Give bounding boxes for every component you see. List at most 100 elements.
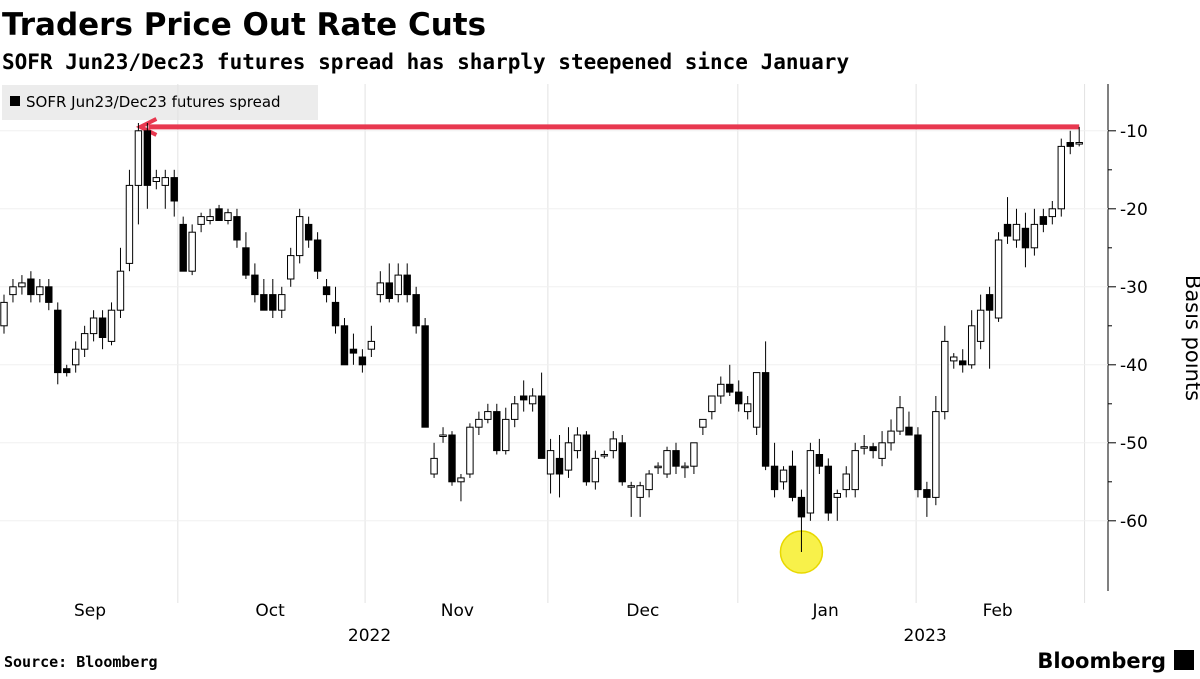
candle-body xyxy=(842,473,850,491)
candle-body xyxy=(98,317,107,338)
candle-body xyxy=(788,465,797,498)
candle-body xyxy=(663,450,671,475)
candle-body xyxy=(331,301,340,327)
y-tick-label: -20 xyxy=(1120,200,1148,220)
candle-body xyxy=(9,286,17,296)
x-tick-label: Nov xyxy=(441,601,474,621)
candle-body xyxy=(287,255,295,280)
x-tick-label: Feb xyxy=(983,601,1013,621)
candle-body xyxy=(717,383,725,397)
candle-body xyxy=(573,434,582,452)
candle-body xyxy=(89,317,98,335)
candle-body xyxy=(976,309,985,342)
candle-body xyxy=(851,450,859,491)
candle-body xyxy=(618,442,626,483)
candle-body xyxy=(161,177,169,186)
candle-body xyxy=(376,282,385,296)
candle-body xyxy=(815,454,824,467)
candle-body xyxy=(242,247,250,276)
candle-body xyxy=(690,442,698,467)
candle-body xyxy=(215,208,223,222)
candle-body xyxy=(752,372,761,428)
candle-body xyxy=(708,395,716,413)
candle-body xyxy=(699,418,707,428)
candle-body xyxy=(197,216,205,225)
candle-body xyxy=(824,465,833,514)
reference-arrow-head xyxy=(135,117,158,137)
candle-body xyxy=(959,360,967,366)
candle-body xyxy=(761,372,770,467)
candle-body xyxy=(179,223,187,272)
candle-body xyxy=(278,294,286,311)
candle-body xyxy=(941,340,949,413)
y-tick-label: -60 xyxy=(1120,512,1148,532)
candle-body xyxy=(45,286,53,303)
candle-body xyxy=(985,294,994,311)
brand-icon xyxy=(1174,650,1194,670)
candle-body xyxy=(779,469,788,483)
candle-body xyxy=(1066,142,1074,147)
candle-body xyxy=(1075,142,1083,145)
candle-body xyxy=(672,450,680,467)
y-tick-label: -50 xyxy=(1120,434,1148,454)
candle-body xyxy=(743,403,752,413)
candle-body xyxy=(726,383,734,393)
candle-body xyxy=(582,434,591,483)
candle-body xyxy=(806,450,815,514)
candle-body xyxy=(367,340,376,350)
candle-body xyxy=(63,368,71,374)
candle-body xyxy=(546,450,555,475)
candle-body xyxy=(80,333,89,350)
candle-body xyxy=(950,356,958,362)
candle-body xyxy=(54,309,62,374)
candle-body xyxy=(967,325,976,366)
candle-body xyxy=(188,231,196,272)
candle-body xyxy=(537,395,546,459)
candle-body xyxy=(349,348,358,354)
legend-box xyxy=(2,85,318,120)
chart-subtitle: SOFR Jun23/Dec23 futures spread has shar… xyxy=(2,50,849,74)
candle-body xyxy=(735,391,743,405)
candle-body xyxy=(654,465,662,469)
candle-body xyxy=(833,493,841,498)
candle-body xyxy=(358,356,367,366)
candle-body xyxy=(340,325,349,366)
candle-body xyxy=(914,434,922,491)
candle-body xyxy=(403,274,411,296)
candle-body xyxy=(627,485,635,488)
candle-body xyxy=(430,457,438,475)
candle-body xyxy=(770,465,779,491)
candle-body xyxy=(896,407,904,432)
candle-body xyxy=(887,430,895,444)
candle-body xyxy=(681,465,689,469)
candle-body xyxy=(600,454,609,457)
candle-body xyxy=(1048,208,1057,218)
candle-body xyxy=(143,130,152,186)
candle-body xyxy=(1030,223,1039,249)
candle-body xyxy=(645,473,653,491)
candle-body xyxy=(295,216,304,257)
candle-body xyxy=(421,325,429,428)
candle-body xyxy=(313,239,322,272)
candle-body xyxy=(519,395,528,401)
candle-body xyxy=(564,442,573,471)
candle-body xyxy=(905,426,913,436)
candle-body xyxy=(457,477,465,483)
legend-label: SOFR Jun23/Dec23 futures spread xyxy=(26,93,281,111)
candle-body xyxy=(385,282,393,299)
x-tick-label: Jan xyxy=(812,601,839,621)
candle-body xyxy=(994,239,1003,319)
candle-body xyxy=(448,434,456,483)
year-label: 2023 xyxy=(903,626,946,646)
candle-body xyxy=(260,294,268,311)
source: Source: Bloomberg xyxy=(4,653,158,671)
legend-swatch xyxy=(10,96,20,106)
candle-body xyxy=(224,212,232,221)
candle-body xyxy=(466,426,474,475)
candle-body xyxy=(484,411,492,420)
candle-body xyxy=(555,457,564,475)
candle-body xyxy=(475,418,483,428)
candle-body xyxy=(206,216,214,222)
candle-body xyxy=(439,434,447,437)
